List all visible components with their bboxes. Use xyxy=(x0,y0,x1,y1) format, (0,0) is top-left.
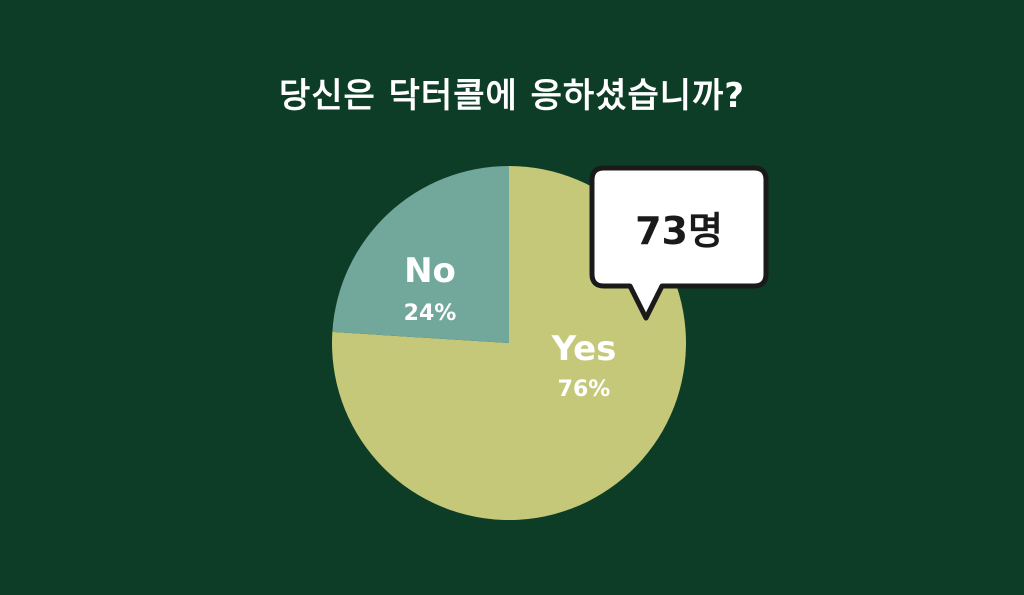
label-yes-percent: 76% xyxy=(558,377,611,402)
callout-bubble: 73명 xyxy=(589,165,769,321)
label-no-percent: 24% xyxy=(404,301,457,326)
label-yes-name: Yes xyxy=(551,329,617,369)
pie-slice-no xyxy=(332,166,509,343)
chart-title: 당신은 닥터콜에 응하셨습니까? xyxy=(278,76,746,116)
label-no-name: No xyxy=(404,251,456,291)
callout-text: 73명 xyxy=(635,209,723,253)
